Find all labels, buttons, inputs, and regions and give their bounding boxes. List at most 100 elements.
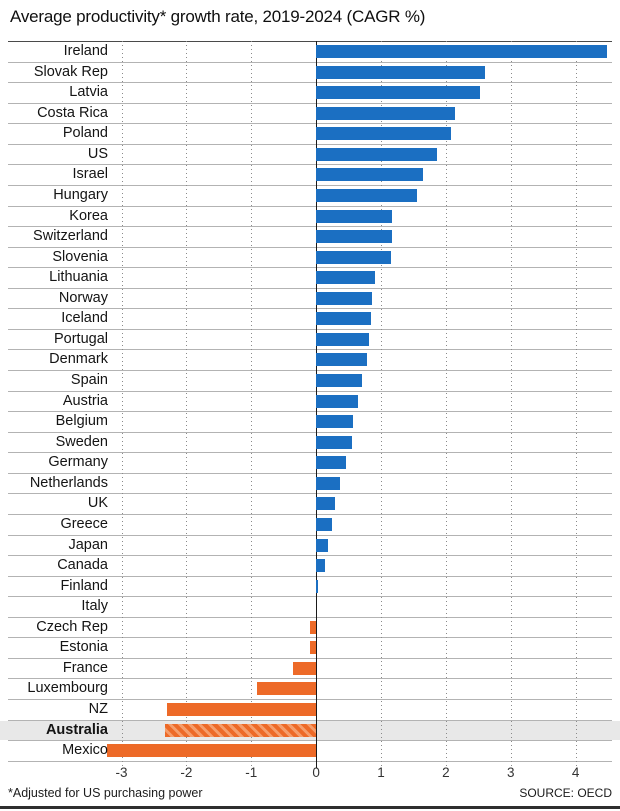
row-label: Switzerland [33,228,108,245]
negative-bar [107,744,317,758]
positive-bar [316,127,452,141]
chart-row: Slovenia [8,248,612,269]
row-label: UK [87,495,108,512]
chart-row: Israel [8,165,612,186]
positive-bar [316,291,372,305]
row-label: Germany [48,454,108,471]
chart-row: NZ [8,700,612,721]
row-label: Ireland [63,43,108,59]
chart-row: Denmark [8,350,612,371]
row-label: Slovenia [52,248,108,265]
chart-row: Poland [8,124,612,145]
row-label: US [87,145,108,162]
positive-bar [316,394,359,408]
chart-row: Spain [8,371,612,392]
chart-row: Portugal [8,330,612,351]
chart-row: Norway [8,289,612,310]
chart-row: Czech Rep [8,618,612,639]
chart-row: Netherlands [8,474,612,495]
x-tick-label: 2 [442,765,450,780]
row-label: France [62,659,108,676]
row-label: Greece [60,515,108,532]
negative-bar [165,723,317,737]
row-label: NZ [88,701,108,717]
row-label: Korea [69,207,108,224]
positive-bar [316,147,438,161]
positive-bar [316,497,335,511]
positive-bar [316,559,325,573]
x-tick-label: -2 [180,765,193,780]
x-tick-label: 0 [312,765,320,780]
chart-row: Lithuania [8,268,612,289]
positive-bar [316,332,370,346]
negative-bar [292,661,317,675]
row-label: Spain [70,372,108,388]
positive-bar [316,415,354,429]
positive-bar [316,250,391,264]
positive-bar [316,271,376,285]
row-label: Norway [58,289,108,306]
positive-bar [316,312,372,326]
row-label: Japan [68,536,108,553]
row-label: Latvia [69,84,108,101]
row-label: Czech Rep [36,618,108,635]
row-label: Finland [60,577,108,594]
chart-row: Switzerland [8,227,612,248]
positive-bar [316,45,607,58]
chart-row: France [8,659,612,680]
negative-bar [310,641,317,655]
chart-row: Estonia [8,638,612,659]
row-label: Netherlands [29,474,108,491]
positive-bar [316,435,353,449]
chart-area: Ireland Slovak Rep Latvia Costa Rica Poland U… [0,41,620,786]
row-label: Estonia [59,639,108,656]
x-tick-label: 3 [507,765,515,780]
negative-bar [310,620,317,634]
positive-bar [316,476,340,490]
chart-row: Luxembourg [8,679,612,700]
chart-row: Finland [8,577,612,598]
source-label: SOURCE: OECD [519,786,612,800]
row-label: Belgium [55,413,108,430]
positive-bar [316,106,455,120]
bottom-divider [0,806,620,809]
positive-bar [316,168,424,182]
positive-bar [316,456,346,470]
positive-bar [316,374,363,387]
chart-row: Canada [8,556,612,577]
positive-bar [316,230,393,244]
row-label: Slovak Rep [33,63,108,80]
row-label: Iceland [61,310,108,327]
chart-row: Mexico [8,741,612,762]
chart-row: Latvia [8,83,612,104]
x-tick-label: -3 [115,765,128,780]
x-tick-label: 4 [571,765,580,780]
chart-row: Belgium [8,412,612,433]
chart-row: Italy [8,597,612,618]
chart-row: Australia [0,720,620,742]
negative-bar [166,703,317,716]
chart-row: Germany [8,453,612,474]
chart-row: Slovak Rep [8,63,612,84]
x-tick-label: -1 [245,765,258,780]
chart-row: Sweden [8,433,612,454]
row-label: Lithuania [49,269,108,286]
row-label: Australia [45,721,108,738]
positive-bar [316,209,393,223]
chart-row: Iceland [8,309,612,330]
chart-row: Costa Rica [8,104,612,125]
chart-row: US [8,145,612,166]
chart-row: Austria [8,392,612,413]
rows-layer: Ireland Slovak Rep Latvia Costa Rica Poland U… [0,41,620,762]
positive-bar [316,353,368,367]
chart-title: Average productivity* growth rate, 2019-… [10,7,426,26]
chart-row: Ireland [8,42,612,63]
row-label: Portugal [53,330,108,347]
row-label: Costa Rica [37,104,108,121]
row-label: Austria [62,392,108,409]
row-label: Italy [81,598,108,615]
x-tick-label: 1 [377,765,385,780]
row-label: Poland [62,125,108,142]
footnote: *Adjusted for US purchasing power [8,786,203,800]
